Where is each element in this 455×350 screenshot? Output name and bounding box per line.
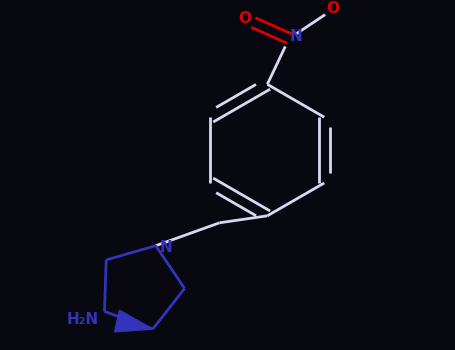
Text: H₂N: H₂N <box>67 312 99 327</box>
Text: O: O <box>327 1 339 16</box>
Polygon shape <box>115 310 153 332</box>
Text: O: O <box>238 11 251 26</box>
Text: N: N <box>159 240 172 255</box>
Text: N: N <box>290 29 303 44</box>
